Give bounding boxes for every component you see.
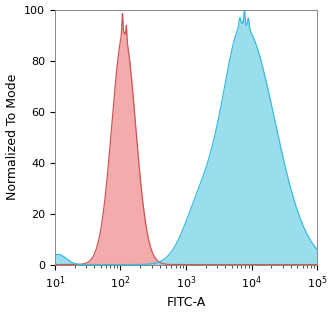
Y-axis label: Normalized To Mode: Normalized To Mode xyxy=(6,74,19,200)
X-axis label: FITC-A: FITC-A xyxy=(166,296,206,309)
